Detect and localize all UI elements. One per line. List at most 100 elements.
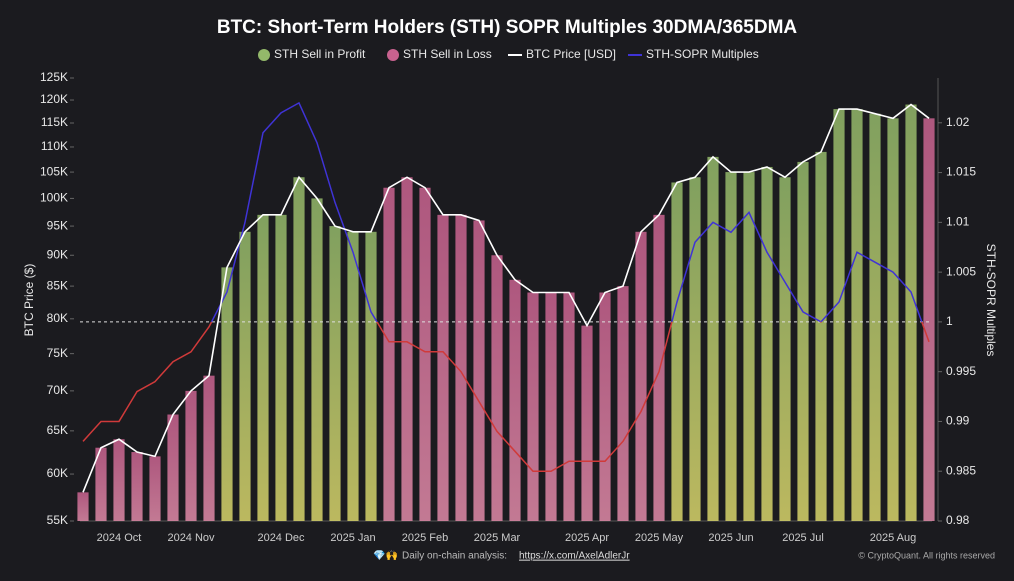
y2-tick-label: 0.985	[946, 463, 976, 477]
sopr-line	[210, 101, 923, 322]
bar	[455, 214, 467, 522]
bar	[221, 267, 233, 521]
bar	[311, 198, 323, 521]
y-tick-label: 110K	[41, 139, 68, 153]
y-tick-label: 90K	[47, 247, 68, 261]
x-tick-label: 2025 Feb	[402, 532, 448, 544]
bar	[95, 447, 107, 521]
x-tick-label: 2025 Apr	[565, 532, 609, 544]
y-axis-label: BTC Price ($)	[22, 264, 36, 337]
y2-tick-label: 1.005	[946, 264, 976, 278]
bar	[671, 182, 683, 521]
bar	[617, 286, 629, 521]
x-tick-label: 2025 Mar	[474, 532, 521, 544]
bar	[905, 104, 917, 521]
y-tick-label: 85K	[47, 278, 68, 292]
y-tick-label: 100K	[40, 191, 68, 205]
bar	[239, 231, 251, 521]
footer-icons: 💎🙌	[373, 550, 398, 562]
y-tick-label: 60K	[47, 466, 68, 480]
y2-tick-label: 0.995	[946, 364, 976, 378]
bar	[131, 452, 143, 521]
bar	[401, 177, 413, 522]
bar	[347, 231, 359, 521]
bar	[185, 390, 197, 521]
y2-tick-label: 1	[946, 314, 953, 328]
bar	[149, 456, 161, 521]
bar	[815, 151, 827, 521]
y-tick-label: 55K	[47, 513, 68, 527]
y-tick-label: 70K	[47, 383, 68, 397]
price-line	[82, 103, 930, 493]
bar	[689, 177, 701, 522]
bar	[419, 187, 431, 522]
bar	[365, 231, 377, 521]
y-tick-label: 95K	[47, 218, 68, 232]
bar	[851, 109, 863, 521]
bar	[437, 214, 449, 522]
footer-text: Daily on-chain analysis:	[402, 551, 507, 562]
bar	[923, 118, 935, 521]
y-tick-label: 125K	[40, 70, 68, 84]
x-tick-label: 2025 Jan	[330, 532, 375, 544]
bar	[887, 118, 899, 521]
bar	[383, 187, 395, 522]
legend-label: STH-SOPR Multiples	[646, 47, 759, 61]
y-tick-label: 115K	[41, 115, 68, 129]
bar	[779, 177, 791, 522]
bar	[743, 172, 755, 521]
bar	[725, 172, 737, 521]
bar	[509, 279, 521, 521]
bar	[329, 226, 341, 521]
bar	[563, 292, 575, 521]
bar	[293, 177, 305, 522]
bar	[761, 166, 773, 522]
legend-label: STH Sell in Loss	[403, 47, 492, 61]
y-tick-label: 120K	[40, 92, 68, 106]
footer-link[interactable]: https://x.com/AxelAdlerJr	[519, 551, 630, 562]
x-tick-label: 2025 Jun	[708, 532, 753, 544]
y-tick-label: 65K	[47, 423, 68, 437]
bar	[581, 325, 593, 521]
bar	[527, 292, 539, 521]
footer-credit: © CryptoQuant. All rights reserved	[858, 550, 995, 560]
x-tick-label: 2025 Aug	[870, 532, 917, 544]
chart-title: BTC: Short-Term Holders (STH) SOPR Multi…	[217, 17, 798, 38]
bar	[707, 156, 719, 521]
bar	[653, 214, 665, 522]
legend-label: BTC Price [USD]	[526, 47, 616, 61]
sopr-line	[82, 321, 930, 472]
legend-swatch	[387, 49, 399, 61]
legend-label: STH Sell in Profit	[274, 47, 366, 61]
bar	[797, 161, 809, 521]
y2-axis-label: STH-SOPR Multiples	[984, 244, 998, 357]
x-tick-label: 2024 Dec	[257, 532, 305, 544]
bar	[833, 109, 845, 521]
bar	[491, 255, 503, 521]
y-tick-label: 105K	[40, 164, 68, 178]
legend-swatch	[258, 49, 270, 61]
y2-tick-label: 1.02	[946, 115, 970, 129]
bar	[275, 214, 287, 522]
bar	[473, 220, 485, 521]
x-tick-label: 2024 Oct	[97, 532, 142, 544]
x-tick-label: 2025 May	[635, 532, 684, 544]
bar	[113, 439, 125, 521]
bar	[545, 292, 557, 521]
bar	[77, 492, 89, 521]
bar	[599, 292, 611, 521]
bar	[869, 113, 881, 521]
y2-tick-label: 1.01	[946, 215, 970, 229]
y2-tick-label: 0.99	[946, 414, 970, 428]
y2-tick-label: 0.98	[946, 513, 970, 527]
bar	[167, 414, 179, 521]
bar	[203, 375, 215, 521]
y-tick-label: 80K	[47, 311, 68, 325]
y2-tick-label: 1.015	[946, 165, 976, 179]
y-tick-label: 75K	[47, 346, 68, 360]
x-tick-label: 2024 Nov	[167, 532, 215, 544]
bar	[635, 231, 647, 521]
bar	[257, 214, 269, 522]
x-tick-label: 2025 Jul	[782, 532, 824, 544]
